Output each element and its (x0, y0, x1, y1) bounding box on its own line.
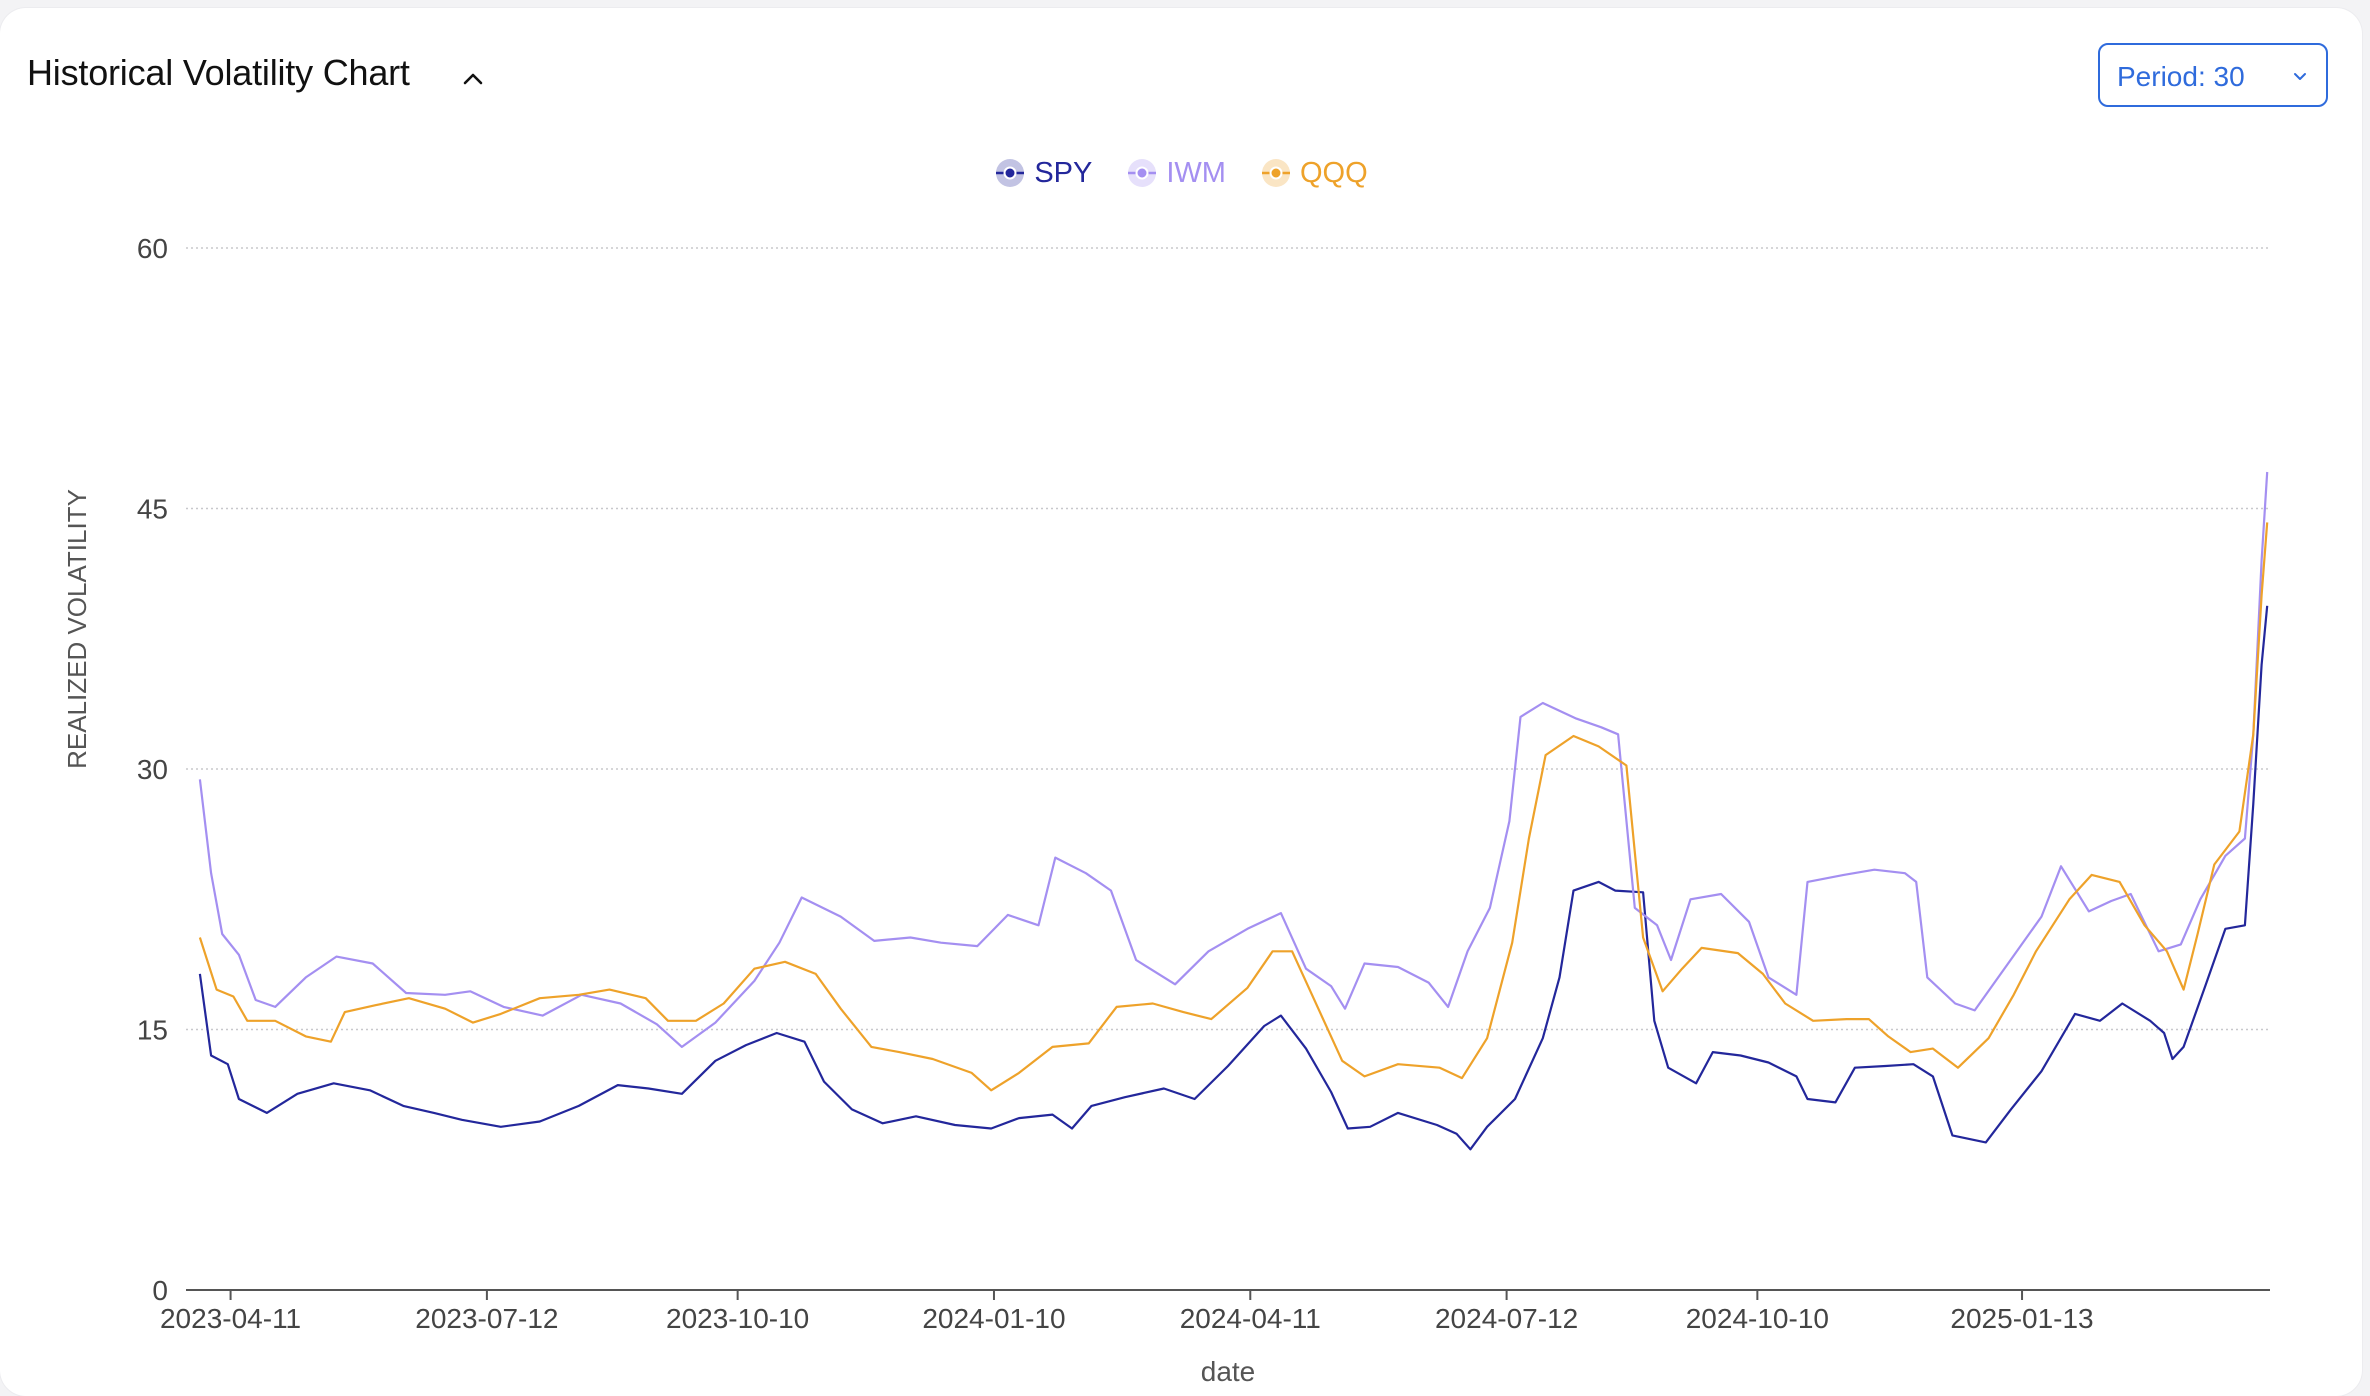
card-header: Historical Volatility Chart Period: 30 (0, 8, 2362, 148)
x-tick-label: 2023-04-11 (160, 1303, 301, 1334)
y-tick-label: 60 (137, 233, 168, 264)
x-tick-label: 2024-07-12 (1435, 1303, 1578, 1334)
legend-marker-icon (996, 159, 1025, 187)
legend-item-iwm[interactable]: IWM (1126, 157, 1226, 190)
y-tick-label: 45 (137, 494, 168, 525)
legend-item-spy[interactable]: SPY (994, 157, 1092, 190)
x-tick-label: 2024-04-11 (1180, 1303, 1321, 1334)
legend-label: QQQ (1299, 156, 1368, 189)
x-axis-label: date (1201, 1356, 1256, 1387)
series-line-spy (198, 605, 2269, 1151)
y-tick-label: 0 (152, 1275, 168, 1306)
x-tick-label: 2024-01-10 (922, 1303, 1065, 1334)
y-axis-label: REALIZED VOLATILITY (62, 489, 92, 769)
y-tick-label: 30 (137, 754, 168, 785)
chevron-down-icon (2294, 73, 2306, 80)
x-tick-label: 2023-07-12 (415, 1303, 558, 1334)
chart-legend: SPY IWM QQQ (0, 148, 2362, 198)
chart-card: Historical Volatility Chart Period: 30 S… (0, 8, 2362, 1396)
x-tick-label: 2025-01-13 (1950, 1303, 2093, 1334)
legend-label: SPY (1034, 156, 1093, 189)
x-tick-label: 2024-10-10 (1686, 1303, 1829, 1334)
chart-title: Historical Volatility Chart (27, 52, 410, 93)
series-line-iwm (198, 471, 2269, 1048)
chevron-up-icon[interactable] (460, 66, 486, 92)
legend-marker-icon (1128, 159, 1157, 187)
period-select-label: Period: 30 (2117, 61, 2245, 92)
legend-label: IWM (1166, 156, 1226, 189)
y-tick-label: 15 (137, 1015, 168, 1046)
x-tick-label: 2023-10-10 (666, 1303, 809, 1334)
legend-marker-icon (1261, 159, 1290, 187)
series-line-qqq (198, 522, 2269, 1092)
period-select[interactable]: Period: 30 (2098, 43, 2328, 107)
legend-item-qqq[interactable]: QQQ (1260, 157, 1368, 190)
